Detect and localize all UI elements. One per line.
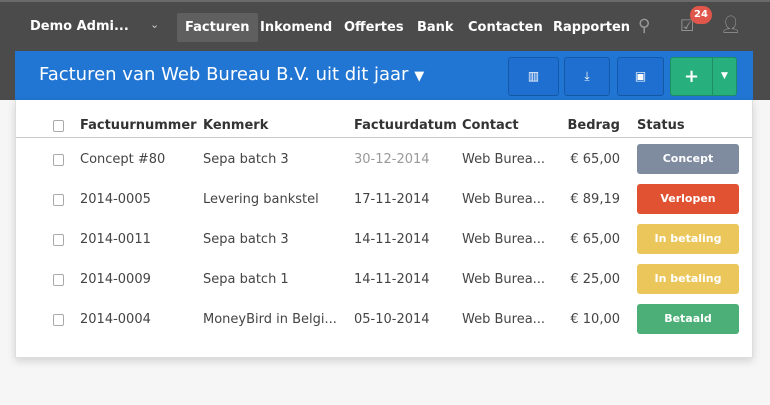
amount: € 65,00 (570, 152, 620, 167)
col-bedrag[interactable]: Bedrag (567, 118, 620, 133)
table-row[interactable]: 2014-0005 Levering bankstel 17-11-2014 W… (16, 180, 752, 220)
row-checkbox[interactable] (53, 274, 64, 286)
row-checkbox[interactable] (53, 314, 64, 326)
invoice-number[interactable]: 2014-0004 (80, 312, 151, 327)
account-switcher[interactable]: Demo Admi... (30, 19, 129, 34)
invoice-date: 14-11-2014 (354, 232, 430, 247)
caret-down-icon: ▼ (721, 71, 728, 81)
nav-inkomend[interactable]: Inkomend (260, 20, 333, 35)
col-contact[interactable]: Contact (462, 118, 519, 133)
reference: Sepa batch 3 (203, 232, 289, 247)
invoice-table: Factuurnummer Kenmerk Factuurdatum Conta… (15, 100, 753, 358)
notification-badge: 24 (690, 6, 712, 24)
contact[interactable]: Web Burea... (462, 152, 546, 167)
col-factuurdatum[interactable]: Factuurdatum (354, 118, 457, 133)
table-row[interactable]: Concept #80 Sepa batch 3 30-12-2014 Web … (16, 140, 752, 180)
invoice-number[interactable]: Concept #80 (80, 152, 166, 167)
invoice-number[interactable]: 2014-0005 (80, 192, 151, 207)
page-title[interactable]: Facturen van Web Bureau B.V. uit dit jaa… (39, 64, 424, 85)
table-row[interactable]: 2014-0009 Sepa batch 1 14-11-2014 Web Bu… (16, 260, 752, 300)
chevron-down-icon[interactable]: ⌄ (150, 18, 160, 31)
page-header: Facturen van Web Bureau B.V. uit dit jaa… (15, 51, 753, 100)
contact[interactable]: Web Burea... (462, 192, 546, 207)
contact[interactable]: Web Burea... (462, 272, 546, 287)
nav-offertes[interactable]: Offertes (344, 20, 404, 35)
page-title-text: Facturen van Web Bureau B.V. uit dit jaa… (39, 64, 409, 85)
row-checkbox[interactable] (53, 234, 64, 246)
nav-facturen[interactable]: Facturen (177, 13, 258, 42)
add-invoice-button[interactable]: + (670, 57, 713, 96)
nav-rapporten[interactable]: Rapporten (553, 20, 631, 35)
col-status[interactable]: Status (637, 118, 685, 133)
tasks-checkbox-icon[interactable]: ☑ (680, 16, 695, 35)
invoice-date: 14-11-2014 (354, 272, 430, 287)
contact[interactable]: Web Burea... (462, 312, 546, 327)
amount: € 65,00 (570, 232, 620, 247)
chevron-down-icon: ▼ (414, 69, 425, 84)
nav-contacten[interactable]: Contacten (468, 20, 543, 35)
table-header: Factuurnummer Kenmerk Factuurdatum Conta… (16, 112, 752, 138)
amount: € 25,00 (570, 272, 620, 287)
contact[interactable]: Web Burea... (462, 232, 546, 247)
status-badge: Betaald (637, 304, 739, 334)
row-checkbox[interactable] (53, 154, 64, 166)
col-kenmerk[interactable]: Kenmerk (203, 118, 269, 133)
status-badge: In betaling (637, 224, 739, 254)
status-badge: In betaling (637, 264, 739, 294)
select-all-checkbox[interactable] (53, 120, 64, 132)
search-icon[interactable]: ⚲ (638, 16, 651, 36)
bar-chart-icon: ▥ (527, 69, 540, 83)
money-icon: ▣ (634, 69, 647, 83)
download-button[interactable]: ⤓ (564, 57, 610, 96)
reference: Sepa batch 3 (203, 152, 289, 167)
user-icon[interactable]: 👤︎ (720, 15, 742, 35)
download-icon: ⤓ (584, 69, 590, 83)
invoice-date: 05-10-2014 (354, 312, 430, 327)
table-row[interactable]: 2014-0004 MoneyBird in Belgi... 05-10-20… (16, 300, 752, 340)
nav-bank[interactable]: Bank (417, 20, 454, 35)
payment-button[interactable]: ▣ (617, 57, 664, 96)
col-factuurnummer[interactable]: Factuurnummer (80, 118, 197, 133)
amount: € 10,00 (570, 312, 620, 327)
invoice-number[interactable]: 2014-0011 (80, 232, 151, 247)
invoice-date: 30-12-2014 (354, 152, 430, 167)
amount: € 89,19 (570, 192, 620, 207)
invoice-date: 17-11-2014 (354, 192, 430, 207)
status-badge: Concept (637, 144, 739, 174)
reference: Levering bankstel (203, 192, 319, 207)
invoice-number[interactable]: 2014-0009 (80, 272, 151, 287)
reference: Sepa batch 1 (203, 272, 289, 287)
status-badge: Verlopen (637, 184, 739, 214)
row-checkbox[interactable] (53, 194, 64, 206)
add-options-dropdown[interactable]: ▼ (712, 57, 737, 96)
report-chart-button[interactable]: ▥ (508, 57, 559, 96)
table-row[interactable]: 2014-0011 Sepa batch 3 14-11-2014 Web Bu… (16, 220, 752, 260)
reference: MoneyBird in Belgi... (203, 312, 337, 327)
